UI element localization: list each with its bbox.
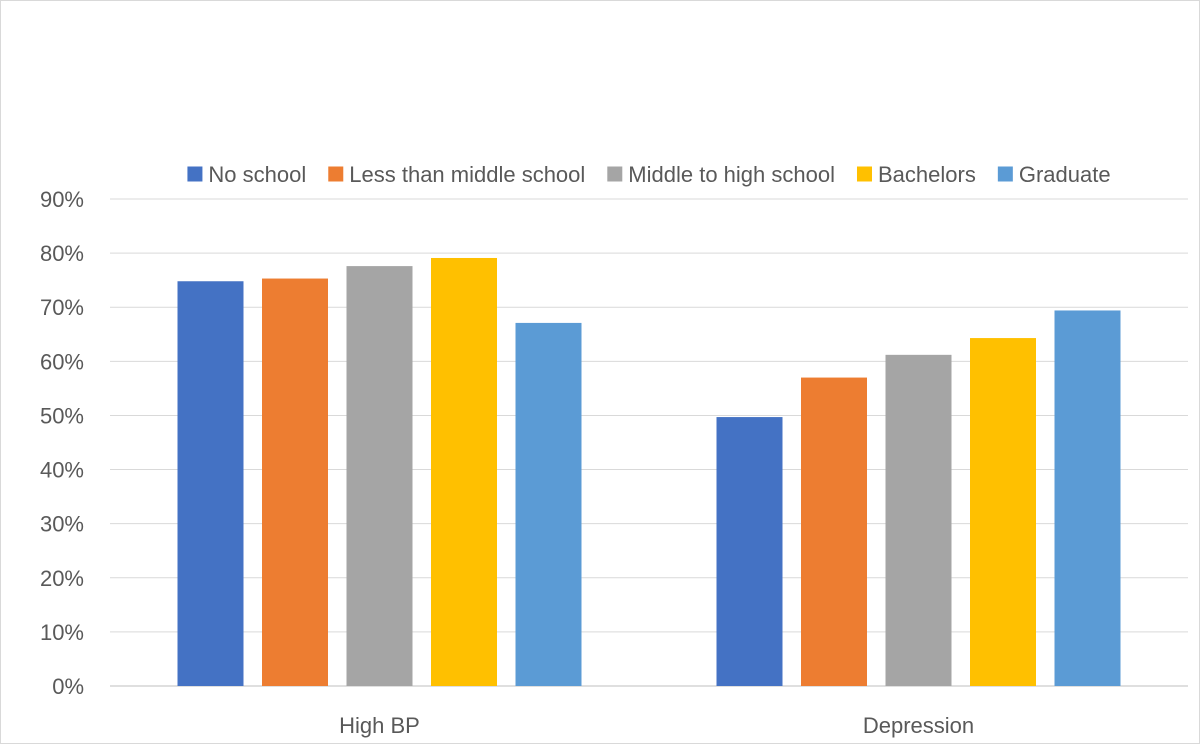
- bar-less-than-middle-school-high-bp: [262, 278, 328, 686]
- x-axis-tick-labels: High BP Depression: [339, 713, 974, 738]
- x-tick-label: Depression: [863, 713, 974, 738]
- bars: [177, 257, 1121, 686]
- y-tick-label: 10%: [40, 620, 84, 645]
- legend-swatch: [607, 166, 623, 182]
- y-tick-label: 90%: [40, 187, 84, 212]
- legend-label: No school: [208, 162, 306, 187]
- y-tick-label: 0%: [52, 674, 84, 699]
- bar-bachelors-high-bp: [431, 257, 497, 686]
- bar-graduate-high-bp: [515, 322, 582, 686]
- bar-no-school-high-bp: [177, 281, 244, 686]
- legend-label: Less than middle school: [349, 162, 585, 187]
- legend-label: Middle to high school: [628, 162, 835, 187]
- bar-graduate-depression: [1054, 310, 1121, 686]
- y-tick-label: 30%: [40, 512, 84, 537]
- legend-swatch: [856, 166, 872, 182]
- legend-label: Graduate: [1019, 162, 1111, 187]
- legend-label: Bachelors: [878, 162, 976, 187]
- x-tick-label: High BP: [339, 713, 420, 738]
- y-tick-label: 50%: [40, 403, 84, 428]
- legend-swatch: [328, 166, 344, 182]
- bar-middle-to-high-school-high-bp: [346, 266, 413, 686]
- legend: No school Less than middle school Middle t…: [187, 162, 1111, 187]
- y-tick-label: 70%: [40, 295, 84, 320]
- y-tick-label: 40%: [40, 458, 84, 483]
- y-axis-tick-labels: 0% 10% 20% 30% 40% 50% 60% 70% 80% 90%: [40, 187, 84, 699]
- bar-less-than-middle-school-depression: [801, 377, 867, 686]
- y-tick-label: 80%: [40, 241, 84, 266]
- y-tick-label: 60%: [40, 349, 84, 374]
- bar-middle-to-high-school-depression: [885, 354, 952, 686]
- legend-swatch: [187, 166, 203, 182]
- bar-no-school-depression: [716, 417, 783, 686]
- bar-bachelors-depression: [970, 338, 1036, 686]
- y-tick-label: 20%: [40, 566, 84, 591]
- legend-swatch: [997, 166, 1013, 182]
